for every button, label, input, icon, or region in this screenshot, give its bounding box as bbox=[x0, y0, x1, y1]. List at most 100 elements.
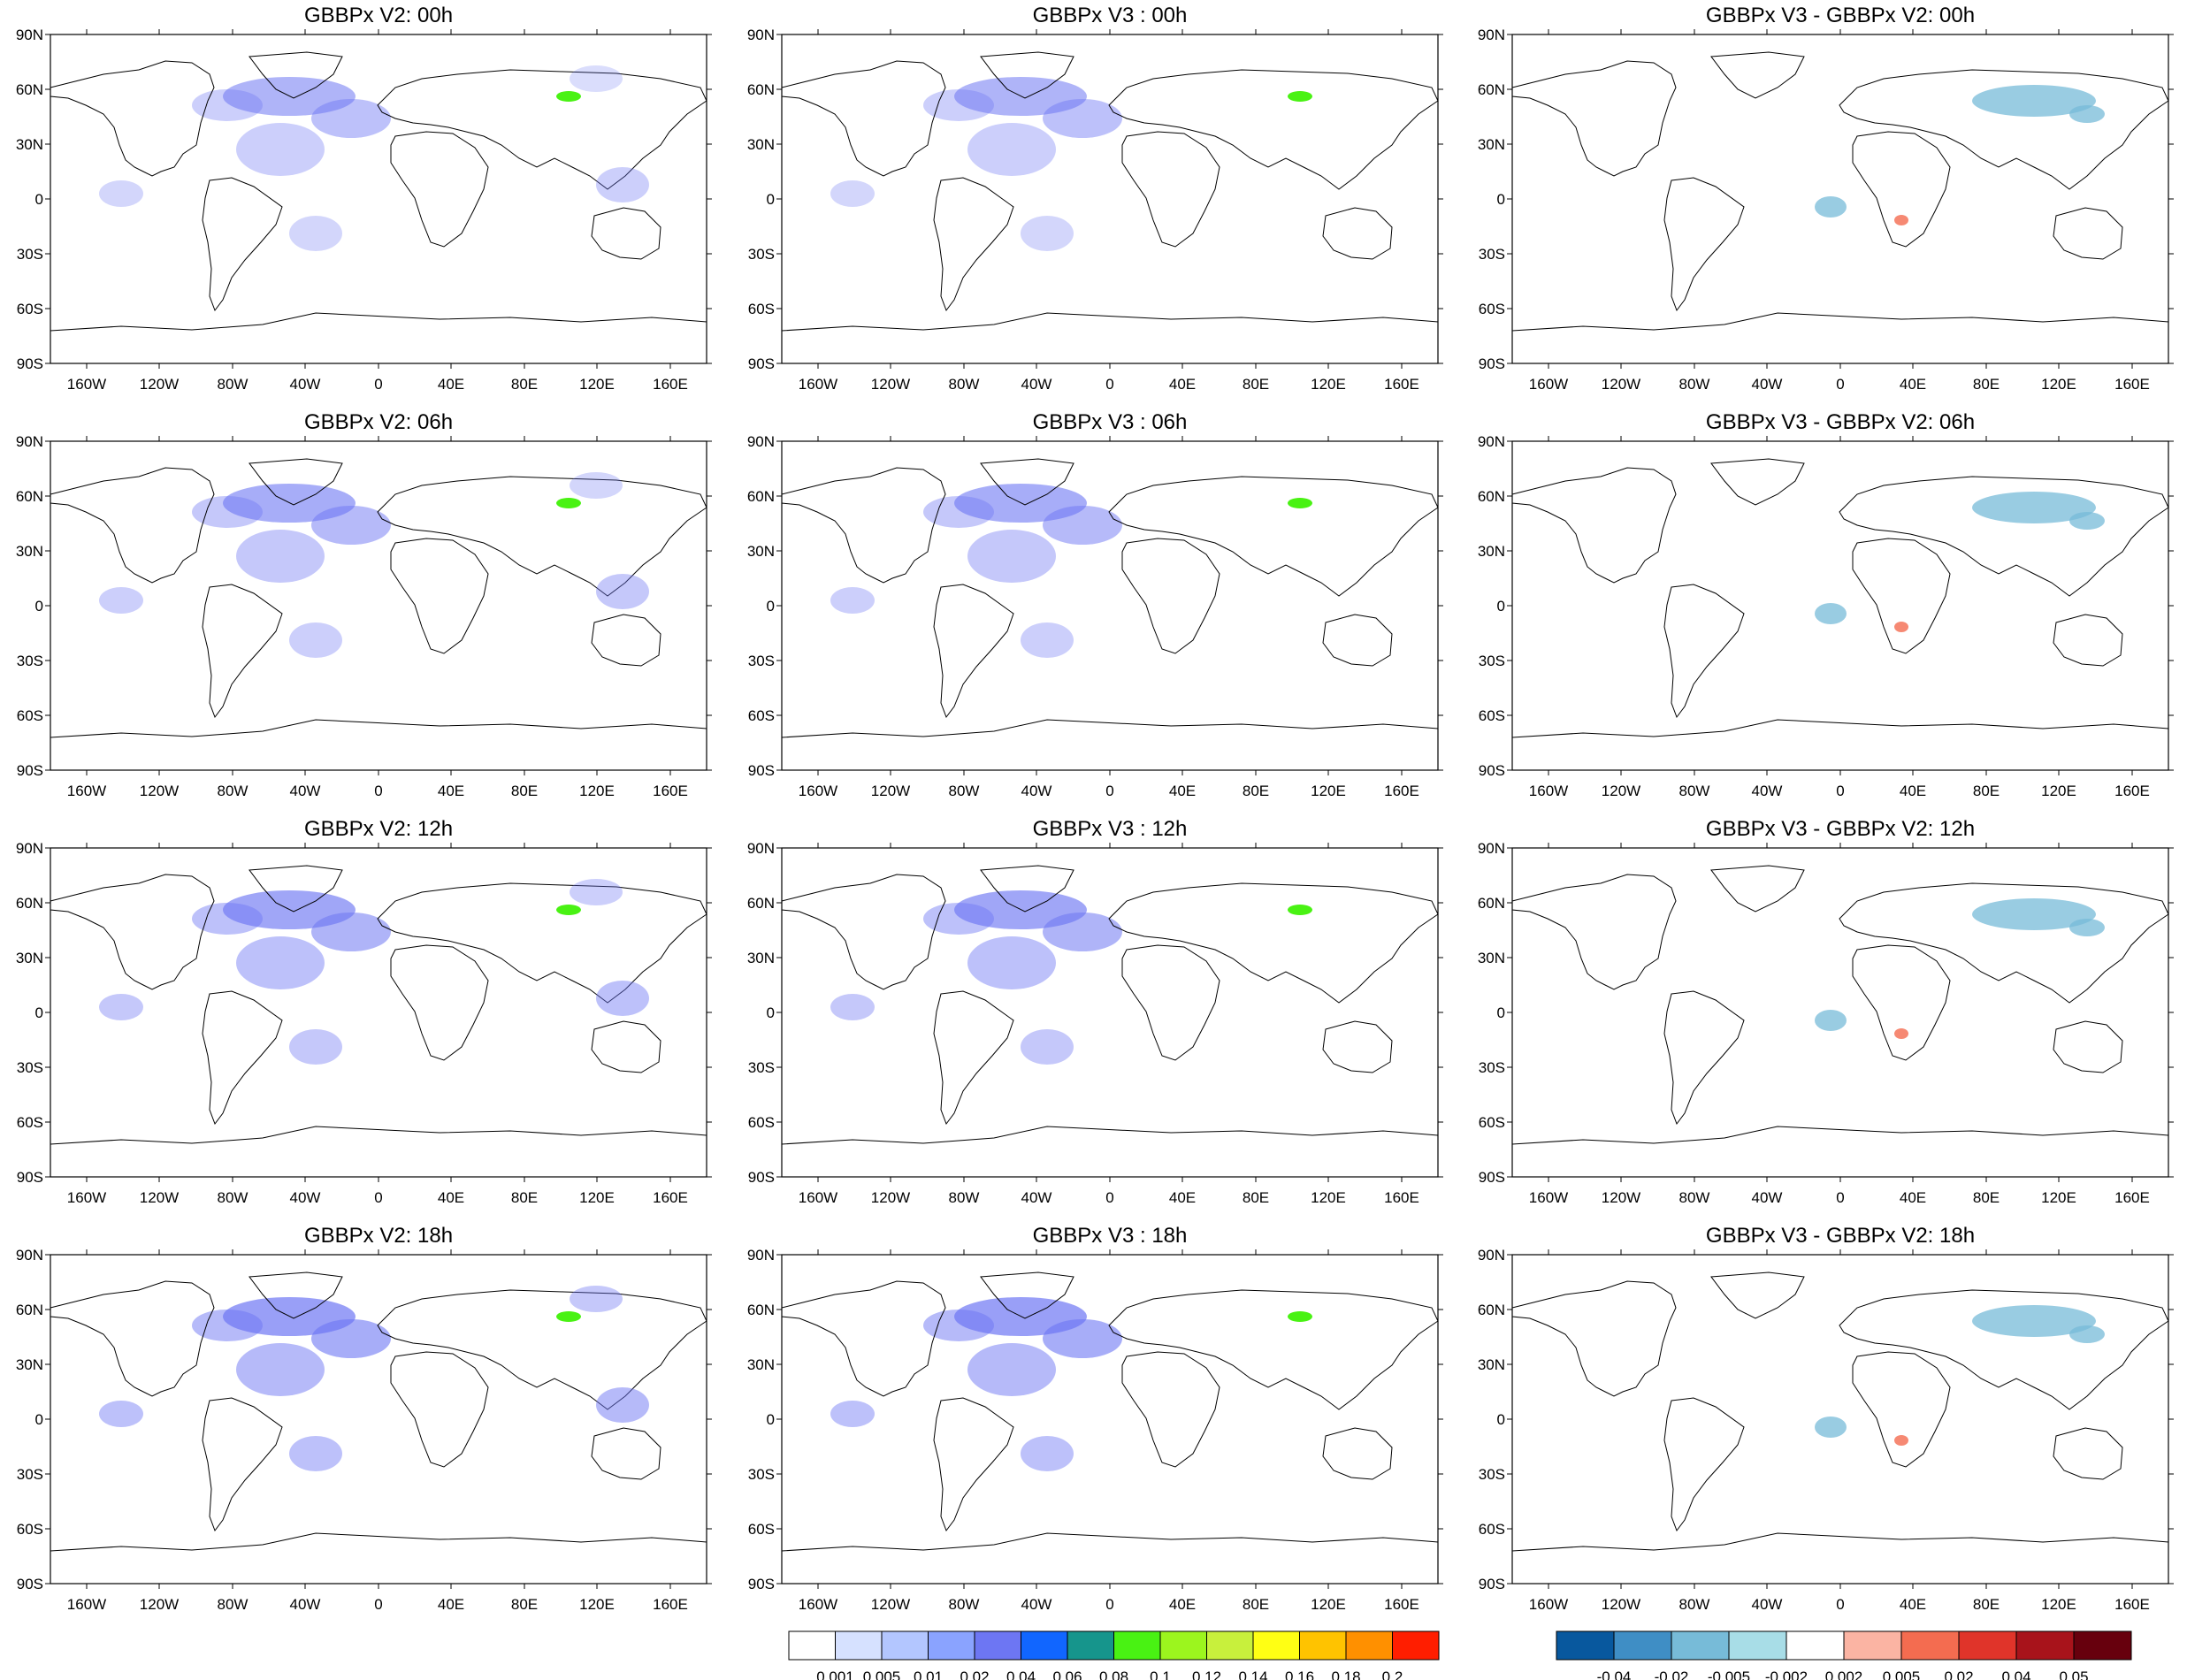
coastline bbox=[781, 458, 1439, 738]
colorbar-label: 0.05 bbox=[2059, 1669, 2088, 1680]
coastline bbox=[781, 51, 1439, 332]
lon-tick-label: 40W bbox=[1021, 376, 1052, 393]
colorbar-label: 0.12 bbox=[1192, 1669, 1221, 1680]
lat-tick-label: 60N bbox=[1478, 488, 1505, 505]
lat-tick-label: 0 bbox=[35, 1004, 43, 1021]
lon-tick-label: 40W bbox=[1752, 1596, 1783, 1613]
colorbar-swatch bbox=[1843, 1630, 1902, 1661]
lon-tick-label: 160W bbox=[799, 1189, 837, 1206]
emission-area bbox=[830, 1401, 875, 1427]
colorbar-label: 0.18 bbox=[1331, 1669, 1360, 1680]
map-panel-r2-c2: GBBPx V3 - GBBPx V2: 12h 90N 60N 30N 0 30S 60S… bbox=[1478, 817, 2174, 1206]
lat-tick-label: 0 bbox=[767, 191, 775, 208]
lon-tick-label: 80E bbox=[511, 1596, 538, 1613]
difference-area bbox=[1972, 1305, 2096, 1337]
lat-tick-label: 30N bbox=[1478, 543, 1505, 560]
lon-tick-label: 40W bbox=[290, 1189, 321, 1206]
emission-area bbox=[289, 1436, 342, 1471]
lat-tick-label: 30N bbox=[16, 950, 43, 966]
emission-area bbox=[967, 123, 1056, 176]
colorbar-swatch bbox=[1252, 1630, 1300, 1661]
colorbar-label: 0.02 bbox=[1944, 1669, 1973, 1680]
emission-peak bbox=[1288, 91, 1312, 102]
lon-tick-label: 40E bbox=[438, 1189, 464, 1206]
emission-area bbox=[1021, 622, 1074, 658]
map-panel-r0-c2: GBBPx V3 - GBBPx V2: 00h 90N 60N 30N 0 30S 60S… bbox=[1478, 4, 2174, 393]
lat-tick-label: 60S bbox=[1479, 707, 1505, 724]
difference-positive-area bbox=[1894, 215, 1908, 225]
emission-area bbox=[99, 1401, 143, 1427]
lon-tick-label: 120E bbox=[1311, 376, 1346, 393]
colorbar-label: -0.02 bbox=[1655, 1669, 1689, 1680]
lon-tick-label: 120E bbox=[1311, 1596, 1346, 1613]
lon-tick-label: 160W bbox=[1529, 1189, 1568, 1206]
lat-tick-label: 30S bbox=[1479, 246, 1505, 263]
lon-tick-label: 160E bbox=[1384, 1596, 1419, 1613]
emission-area bbox=[830, 180, 875, 207]
colorbar-swatch bbox=[1067, 1630, 1114, 1661]
colorbar-swatch bbox=[1958, 1630, 2017, 1661]
lon-tick-label: 80E bbox=[1243, 783, 1269, 799]
colorbar-label: 0.002 bbox=[1825, 1669, 1863, 1680]
coastline bbox=[781, 1271, 1439, 1552]
lat-tick-label: 30S bbox=[1479, 1466, 1505, 1483]
emission-area bbox=[830, 994, 875, 1020]
lon-tick-label: 80W bbox=[949, 376, 980, 393]
colorbar-swatch bbox=[2015, 1630, 2075, 1661]
lon-tick-label: 40E bbox=[1900, 1596, 1926, 1613]
emission-area bbox=[1043, 506, 1122, 545]
colorbar-swatch bbox=[1113, 1630, 1161, 1661]
difference-area bbox=[1972, 492, 2096, 523]
emission-area bbox=[1043, 99, 1122, 138]
emission-area bbox=[236, 123, 325, 176]
lat-tick-label: 60S bbox=[1479, 1114, 1505, 1131]
lon-tick-label: 80E bbox=[1973, 1596, 2000, 1613]
lon-tick-label: 120E bbox=[1311, 1189, 1346, 1206]
lon-tick-label: 0 bbox=[374, 783, 382, 799]
lon-tick-label: 160E bbox=[2114, 783, 2150, 799]
map-panel-r1-c2: GBBPx V3 - GBBPx V2: 06h 90N 60N 30N 0 30S 60S… bbox=[1478, 410, 2174, 799]
map-panel-r0-c0: GBBPx V2: 00h 90N 60N 30N 0 30S 60S 90S 160W 120W… bbox=[16, 4, 712, 393]
lat-tick-label: 30N bbox=[1478, 1356, 1505, 1373]
lat-tick-label: 0 bbox=[1497, 598, 1505, 615]
colorbar-swatch bbox=[1900, 1630, 1960, 1661]
lat-tick-label: 90N bbox=[1478, 1247, 1505, 1264]
lon-tick-label: 120W bbox=[140, 376, 179, 393]
lat-tick-label: 90S bbox=[1479, 355, 1505, 372]
map-panel-r2-c0: GBBPx V2: 12h 90N 60N 30N 0 30S 60S 90S 160W 120W… bbox=[16, 817, 712, 1206]
emission-area bbox=[236, 530, 325, 583]
lon-tick-label: 40W bbox=[1021, 783, 1052, 799]
lat-tick-label: 30N bbox=[747, 136, 775, 153]
lon-tick-label: 40W bbox=[290, 376, 321, 393]
lon-tick-label: 120W bbox=[871, 1596, 910, 1613]
lat-tick-label: 30S bbox=[748, 1059, 775, 1076]
lat-tick-label: 30N bbox=[16, 543, 43, 560]
lon-tick-label: 80E bbox=[1243, 376, 1269, 393]
colorbar-swatch bbox=[1021, 1630, 1068, 1661]
lon-tick-label: 120W bbox=[1602, 1189, 1640, 1206]
lat-tick-label: 60N bbox=[747, 488, 775, 505]
difference-positive-area bbox=[1894, 1028, 1908, 1039]
lat-tick-label: 60S bbox=[748, 707, 775, 724]
emission-area bbox=[1043, 1319, 1122, 1358]
lat-tick-label: 30N bbox=[747, 950, 775, 966]
lon-tick-label: 80W bbox=[1679, 1596, 1710, 1613]
colorbar-label: 0.005 bbox=[1883, 1669, 1921, 1680]
lon-tick-label: 120E bbox=[579, 1596, 615, 1613]
lon-tick-label: 160E bbox=[653, 376, 688, 393]
lat-tick-label: 60N bbox=[747, 1302, 775, 1318]
lon-tick-label: 160E bbox=[2114, 376, 2150, 393]
colorbar-label: 0.02 bbox=[960, 1669, 989, 1680]
lon-tick-label: 120W bbox=[1602, 376, 1640, 393]
emission-area bbox=[289, 622, 342, 658]
lat-tick-label: 30S bbox=[748, 246, 775, 263]
lat-tick-label: 30S bbox=[17, 653, 43, 669]
lat-tick-label: 90S bbox=[17, 1576, 43, 1592]
lon-tick-label: 160W bbox=[67, 1596, 106, 1613]
lon-tick-label: 40E bbox=[438, 1596, 464, 1613]
lat-tick-label: 30N bbox=[1478, 950, 1505, 966]
colorbar-label: 0.16 bbox=[1285, 1669, 1314, 1680]
panel-title: GBBPx V2: 00h bbox=[304, 4, 453, 27]
difference-positive-area bbox=[1894, 622, 1908, 632]
lon-tick-label: 0 bbox=[1105, 1596, 1113, 1613]
